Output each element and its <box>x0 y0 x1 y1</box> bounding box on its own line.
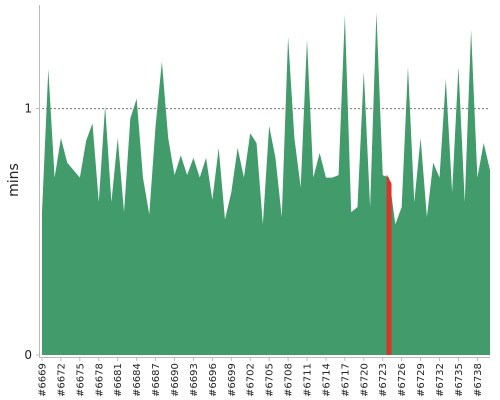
x-tick-label-6723: #6723 <box>378 363 389 397</box>
plot-area <box>41 12 491 356</box>
x-tick-label-6690: #6690 <box>170 363 181 397</box>
x-tick-label-6714: #6714 <box>321 363 332 397</box>
x-tick-label-6735: #6735 <box>454 363 465 397</box>
x-tick-label-6699: #6699 <box>227 363 238 397</box>
x-tick-labels: #6669 #6672 #6675 #6678 #6681 #6684 #6687 #6690… <box>38 363 484 397</box>
x-tick-label-6711: #6711 <box>303 363 314 397</box>
x-tick-label-6717: #6717 <box>340 363 351 397</box>
x-tick-label-6684: #6684 <box>132 363 143 397</box>
x-tick-label-6708: #6708 <box>284 363 295 397</box>
y-tick-labels: 01 <box>24 102 32 362</box>
x-tick-label-6669: #6669 <box>38 363 49 397</box>
y-tick-label-1: 1 <box>24 102 32 116</box>
x-tick-label-6675: #6675 <box>75 363 86 397</box>
y-axis-label: mins <box>6 163 22 197</box>
x-tick-label-6681: #6681 <box>113 363 124 397</box>
x-tick-label-6732: #6732 <box>435 363 446 397</box>
y-tick-label-0: 0 <box>24 348 32 362</box>
axes <box>36 5 490 361</box>
x-tick-label-6738: #6738 <box>473 363 484 397</box>
x-tick-label-6687: #6687 <box>151 363 162 397</box>
x-tick-label-6678: #6678 <box>94 363 105 397</box>
highlight-6724 <box>383 175 392 355</box>
x-tick-label-6720: #6720 <box>359 363 370 397</box>
x-tick-label-6705: #6705 <box>265 363 276 397</box>
x-tick-label-6672: #6672 <box>56 363 67 397</box>
x-tick-label-6726: #6726 <box>397 363 408 397</box>
area-series <box>42 12 490 356</box>
x-tick-label-6729: #6729 <box>416 363 427 397</box>
x-tick-label-6702: #6702 <box>246 363 257 397</box>
x-tick-label-6693: #6693 <box>189 363 200 397</box>
x-tick-label-6696: #6696 <box>208 363 219 397</box>
